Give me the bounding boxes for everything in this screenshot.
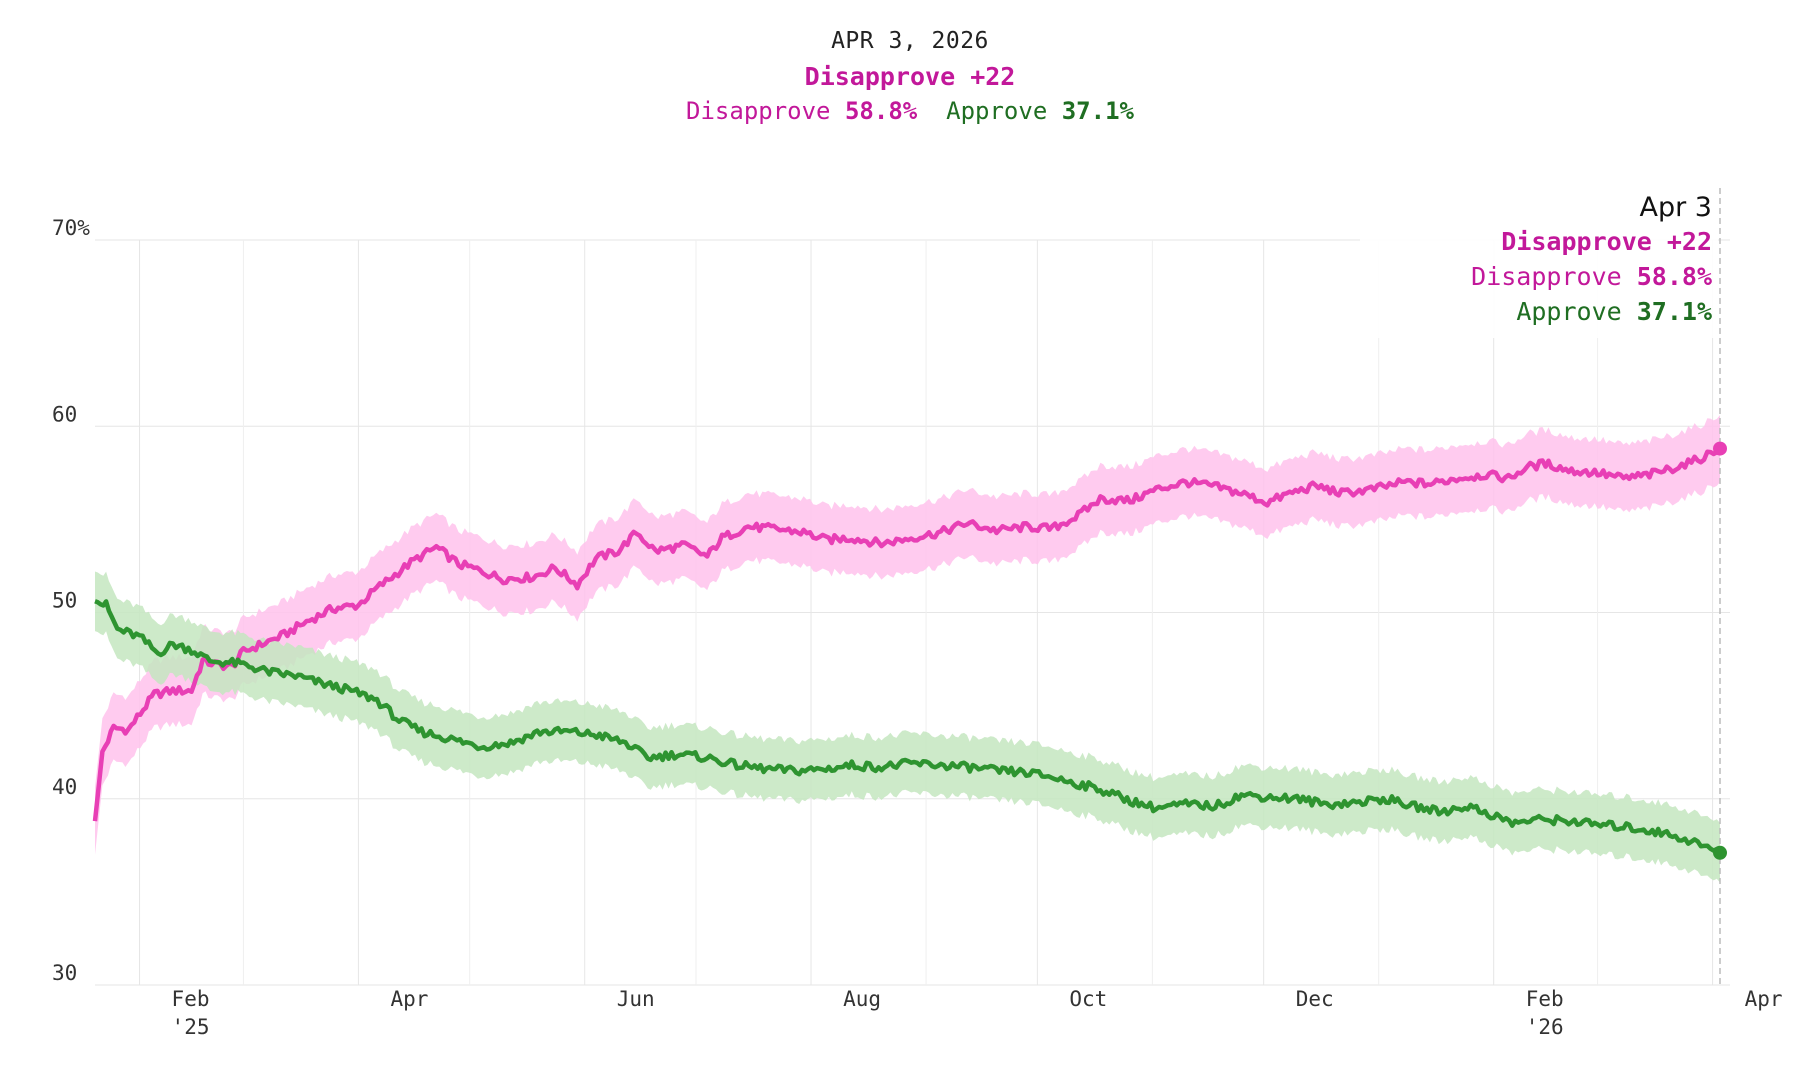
- y-axis: 70% 60 50 40 30: [52, 216, 90, 985]
- tooltip-disapprove: Disapprove 58.8%: [1471, 262, 1712, 291]
- endpoint-dots: [1713, 441, 1727, 860]
- disapprove-band: [95, 415, 1720, 855]
- chart-header: APR 3, 2026 Disapprove +22 Disapprove 58…: [0, 28, 1820, 125]
- approve-line: [94, 599, 1722, 855]
- tooltip-approve: Approve 37.1%: [1516, 297, 1712, 326]
- x-tick-label: Apr: [390, 987, 428, 1011]
- tooltip-approve-label: Approve: [1516, 297, 1621, 326]
- tooltip-lead: Disapprove +22: [1501, 227, 1712, 256]
- x-axis: Feb '25 Apr Jun Aug Oct Dec Feb '26 Apr: [172, 987, 1783, 1039]
- disapprove-line: [92, 447, 1722, 822]
- x-tick-label: Feb: [1526, 987, 1564, 1011]
- disapprove-endpoint: [1713, 441, 1727, 456]
- x-tick-year: '26: [1526, 1015, 1564, 1039]
- y-tick-label: 30: [52, 961, 77, 985]
- approve-endpoint: [1713, 845, 1727, 860]
- tooltip-date: Apr 3: [1640, 192, 1712, 223]
- header-approve-value: 37.1%: [1061, 97, 1134, 125]
- x-tick-label: Feb: [172, 987, 210, 1011]
- x-tick-year: '25: [172, 1015, 210, 1039]
- confidence-bands: [95, 188, 1720, 883]
- x-tick-label: Apr: [1745, 987, 1783, 1011]
- y-tick-label: 60: [52, 402, 77, 426]
- x-tick-label: Oct: [1069, 987, 1107, 1011]
- y-tick-label: 40: [52, 775, 77, 799]
- tooltip-disapprove-label: Disapprove: [1471, 262, 1622, 291]
- header-disapprove-label: Disapprove: [686, 97, 831, 125]
- x-tick-label: Aug: [843, 987, 881, 1011]
- tooltip-backdrop: [1360, 188, 1718, 338]
- tooltip-disapprove-value: 58.8%: [1637, 262, 1712, 291]
- series-lines: [92, 447, 1722, 855]
- x-tick-label: Dec: [1296, 987, 1334, 1011]
- header-values: Disapprove 58.8% Approve 37.1%: [0, 97, 1820, 125]
- header-lead: Disapprove +22: [804, 62, 1016, 91]
- x-tick-label: Jun: [617, 987, 655, 1011]
- tooltip: Apr 3 Disapprove +22 Disapprove 58.8% Ap…: [1471, 192, 1712, 326]
- header-date: APR 3, 2026: [831, 28, 989, 54]
- y-tick-label: 50: [52, 589, 77, 613]
- tooltip-approve-value: 37.1%: [1637, 297, 1712, 326]
- header-disapprove-value: 58.8%: [844, 97, 918, 125]
- header-approve-label: Approve: [946, 97, 1048, 125]
- y-tick-label: 70%: [52, 216, 90, 240]
